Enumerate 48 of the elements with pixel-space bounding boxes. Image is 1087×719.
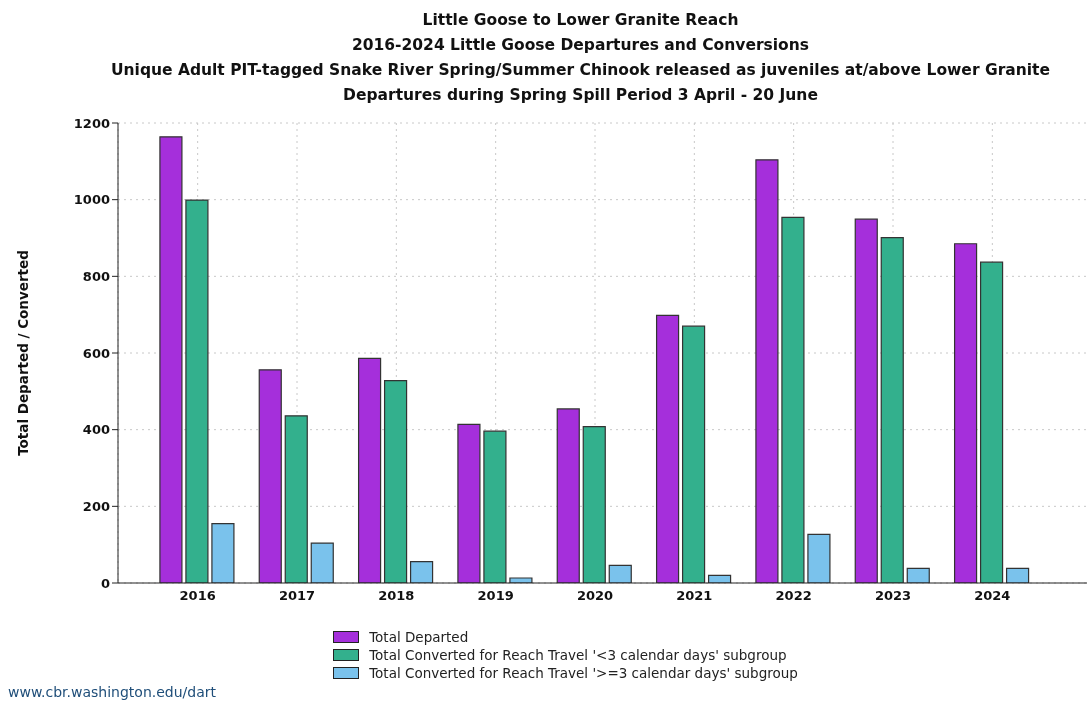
x-tick-label: 2019 [477,588,514,604]
bar [681,325,706,583]
bar [655,314,680,583]
bar [880,237,904,583]
bar [1005,567,1030,583]
y-tick-label: 800 [82,268,110,284]
bar [357,357,382,583]
bar [807,533,831,583]
bar [582,426,606,583]
text: www.cbr.washington.edu/dart [8,684,218,700]
y-tick-label: 600 [82,345,110,361]
x-tick-label: 2021 [676,588,713,604]
bar [781,216,805,583]
x-tick-label: 2023 [874,588,912,604]
y-axis-title: Total Departed / Converted [14,250,31,456]
bar [755,159,779,583]
bar [953,243,978,583]
bar [185,199,209,583]
bar [509,577,533,583]
chart-title: Little Goose to Lower Granite Reach 2016-2024 Little Goose Departures and Conversions Unique Adult PIT-tagged Snake River Spring/Summer Chinook released as juveniles at/above Lower Granite Departures during Spring Spill Period 3 April - 20 June [109,10,1052,106]
x-tick-label: 2024 [974,588,1011,604]
bar [383,380,408,583]
bar [310,542,334,583]
y-tick-label: 1200 [73,115,110,131]
bar [906,567,930,583]
x-tick-label: 2022 [775,588,812,604]
bar [258,369,282,583]
bar [457,423,481,583]
x-tick-label: 2017 [278,588,316,604]
legend-label: Total Converted for Reach Travel '>=3 calendar days' subgroup [369,664,798,682]
legend-label: Total Departed [369,628,469,646]
y-tick-label: 0 [100,575,110,591]
y-tick-label: 200 [82,498,110,514]
legend-label: Total Converted for Reach Travel '<3 calendar days' subgroup [369,646,787,664]
bar [608,564,632,583]
bar [284,415,308,583]
bar [979,261,1004,583]
y-tick-label: 400 [82,422,110,438]
y-tick-label: 1000 [73,192,110,208]
x-tick-label: 2016 [179,588,216,604]
x-tick-label: 2018 [378,588,415,604]
bar [211,522,235,583]
bar [159,136,183,583]
x-tick-label: 2020 [576,588,614,604]
bar [854,218,878,583]
bar [409,560,434,583]
bar [483,430,507,583]
bar [556,408,580,583]
